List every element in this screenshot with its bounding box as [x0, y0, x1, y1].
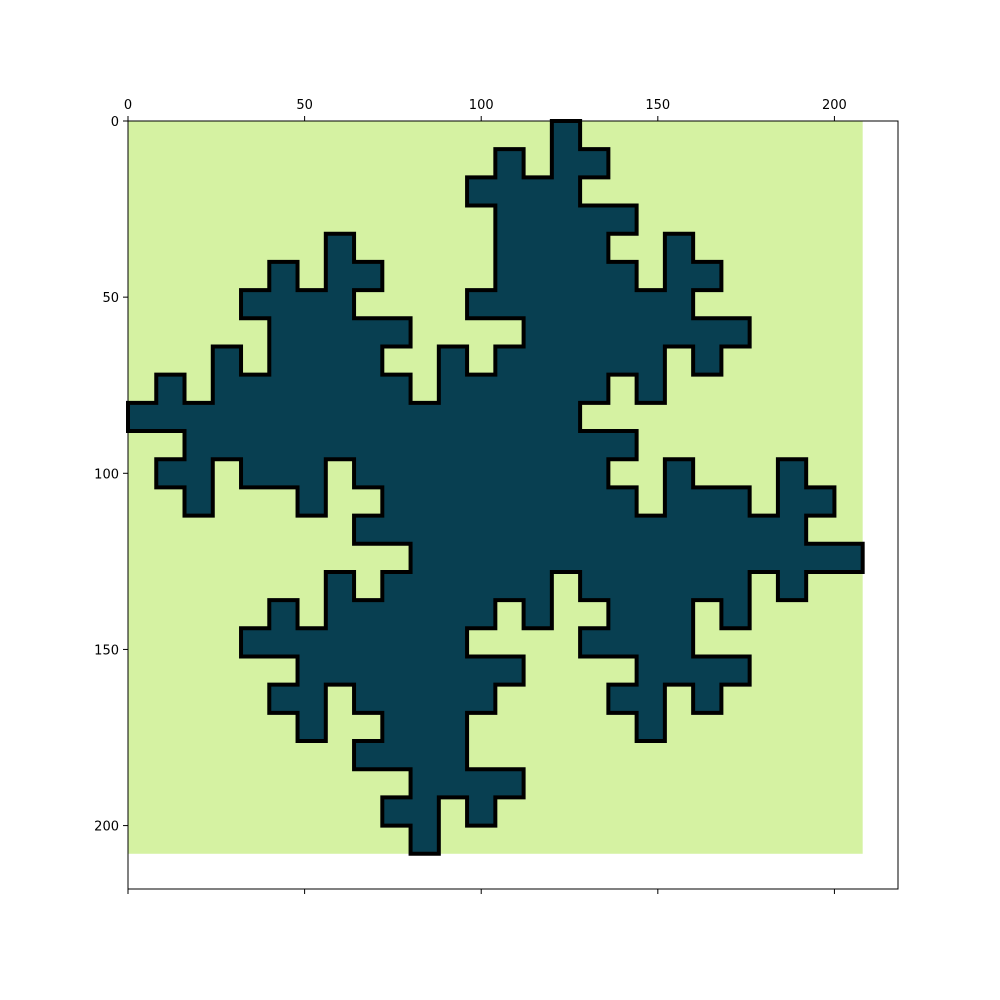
y-tick-label: 200	[94, 820, 119, 835]
x-tick-label: 0	[124, 98, 132, 113]
y-tick-label: 100	[94, 467, 119, 482]
x-tick-label: 100	[469, 98, 494, 113]
x-tick-label: 50	[296, 98, 313, 113]
y-tick-label: 50	[102, 291, 119, 306]
y-tick-label: 150	[94, 643, 119, 658]
x-tick-label: 200	[822, 98, 847, 113]
y-tick-label: 0	[111, 115, 119, 130]
x-tick-label: 150	[645, 98, 670, 113]
